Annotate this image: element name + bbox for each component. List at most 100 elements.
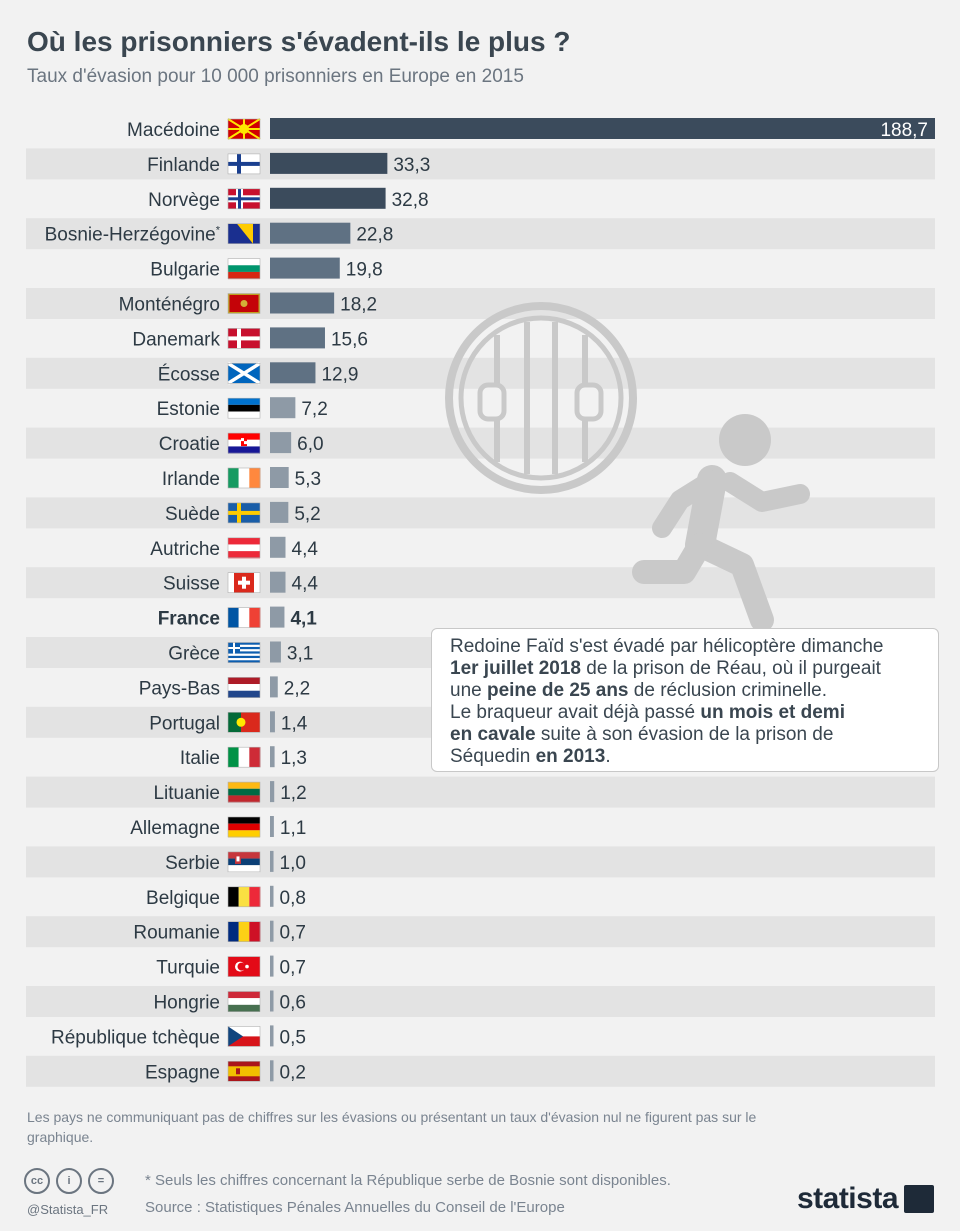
bar-row: Espagne 0,2 — [145, 1060, 306, 1083]
turkey-flag — [227, 956, 261, 977]
brand-name: statista — [796, 1182, 899, 1215]
france-flag — [227, 607, 261, 628]
source-text: Source : Statistiques Pénales Annuelles … — [145, 1199, 565, 1216]
license-icons: cc i = — [24, 1168, 114, 1194]
row-stripe — [26, 1055, 935, 1087]
bar-row: Autriche 4,4 — [150, 536, 319, 560]
norway-flag — [227, 188, 261, 210]
row-stripe — [26, 916, 935, 948]
bar-row: Danemark 15,6 — [132, 327, 368, 350]
row-stripe — [26, 288, 935, 319]
row-stripe — [26, 218, 935, 250]
bar — [270, 711, 275, 733]
value-label: 1,4 — [281, 713, 308, 734]
row-stripe — [26, 776, 935, 808]
bar-row: Grèce 3,1 — [168, 641, 313, 665]
row-stripe — [26, 148, 935, 180]
bar-row: Roumanie 0,7 — [133, 920, 306, 944]
bar — [270, 816, 274, 837]
country-label: Écosse — [158, 364, 220, 385]
value-label: 1,0 — [280, 853, 306, 874]
bar — [270, 955, 274, 977]
bar — [270, 676, 278, 698]
bar — [270, 885, 274, 907]
country-label: Bulgarie — [150, 260, 220, 281]
value-label: 33,3 — [393, 155, 430, 176]
country-label: Belgique — [146, 888, 220, 909]
value-label: 12,9 — [321, 364, 358, 385]
bulgaria-flag — [227, 258, 261, 280]
value-label: 22,8 — [356, 225, 393, 246]
country-label: Grèce — [168, 644, 220, 665]
bar-row: Italie 1,3 — [180, 746, 307, 769]
value-label: 4,4 — [292, 539, 319, 560]
sweden-flag — [227, 502, 261, 524]
value-label: 2,2 — [284, 678, 310, 699]
value-label: 0,2 — [280, 1062, 306, 1083]
bar — [270, 257, 340, 279]
bosnia-flag — [227, 223, 261, 244]
prison-escape-illustration — [445, 302, 810, 632]
netherlands-flag — [227, 677, 261, 698]
bar-row: Bulgarie 19,8 — [150, 257, 383, 281]
country-label: Roumanie — [133, 923, 220, 944]
callout-box: Redoine Faïd s'est évadé par hélicoptère… — [431, 628, 939, 772]
bar-row: Lituanie 1,2 — [153, 781, 307, 804]
germany-flag — [227, 816, 261, 838]
country-label: France — [158, 609, 220, 630]
bar — [270, 781, 275, 803]
czech-flag — [227, 1026, 261, 1047]
value-label: 32,8 — [392, 190, 429, 211]
value-label: 7,2 — [301, 399, 327, 420]
bar — [270, 641, 281, 663]
greece-flag — [227, 642, 261, 663]
country-label: Suède — [165, 504, 220, 525]
bar — [270, 292, 335, 314]
bar — [270, 746, 275, 768]
scotland-flag — [227, 361, 261, 385]
country-label: Espagne — [145, 1062, 220, 1083]
bar-row: Finlande 33,3 — [147, 152, 430, 176]
country-label: Lituanie — [153, 783, 220, 804]
switzerland-flag — [227, 572, 261, 594]
value-label: 18,2 — [340, 295, 377, 316]
bar — [270, 1060, 274, 1082]
bar-row: Monténégro 18,2 — [119, 292, 377, 316]
statista-logo[interactable]: statista — [797, 1182, 934, 1216]
finland-flag — [227, 153, 261, 175]
austria-flag — [227, 537, 261, 559]
chart-title: Où les prisonniers s'évadent-ils le plus… — [27, 26, 571, 57]
country-label: Suisse — [163, 574, 220, 595]
value-label: 19,8 — [346, 260, 383, 281]
country-label: Portugal — [149, 713, 220, 734]
country-label: Bosnie-Herzégovine* — [45, 225, 221, 246]
country-label: Pays-Bas — [139, 678, 220, 699]
country-label: Hongrie — [153, 993, 220, 1014]
bar — [270, 536, 286, 558]
bar — [270, 606, 285, 628]
estonia-flag — [227, 397, 261, 419]
bar-row: Écosse 12,9 — [158, 361, 358, 385]
chart-note: Les pays ne communiquant pas de chiffres… — [27, 1109, 757, 1145]
serbia-flag — [227, 851, 261, 873]
country-label: Irlande — [162, 469, 220, 490]
row-stripe — [26, 986, 935, 1017]
cc-icon: cc — [24, 1168, 50, 1194]
romania-flag — [227, 921, 261, 943]
macedonia-flag — [227, 118, 261, 140]
running-man-icon — [632, 414, 810, 632]
bar — [270, 432, 292, 454]
belgium-flag — [227, 886, 261, 908]
value-label: 3,1 — [287, 644, 313, 665]
bar — [270, 990, 274, 1012]
bar — [270, 118, 935, 139]
bar-row: France 4,1 — [158, 606, 317, 630]
bar — [270, 467, 289, 488]
country-label: Macédoine — [127, 120, 220, 141]
value-label: 5,2 — [294, 504, 320, 525]
bar — [270, 362, 316, 384]
bar — [270, 187, 386, 209]
country-label: Allemagne — [130, 818, 220, 839]
bar-row: Macédoine 188,7 — [127, 118, 935, 141]
country-label: Estonie — [157, 399, 220, 420]
